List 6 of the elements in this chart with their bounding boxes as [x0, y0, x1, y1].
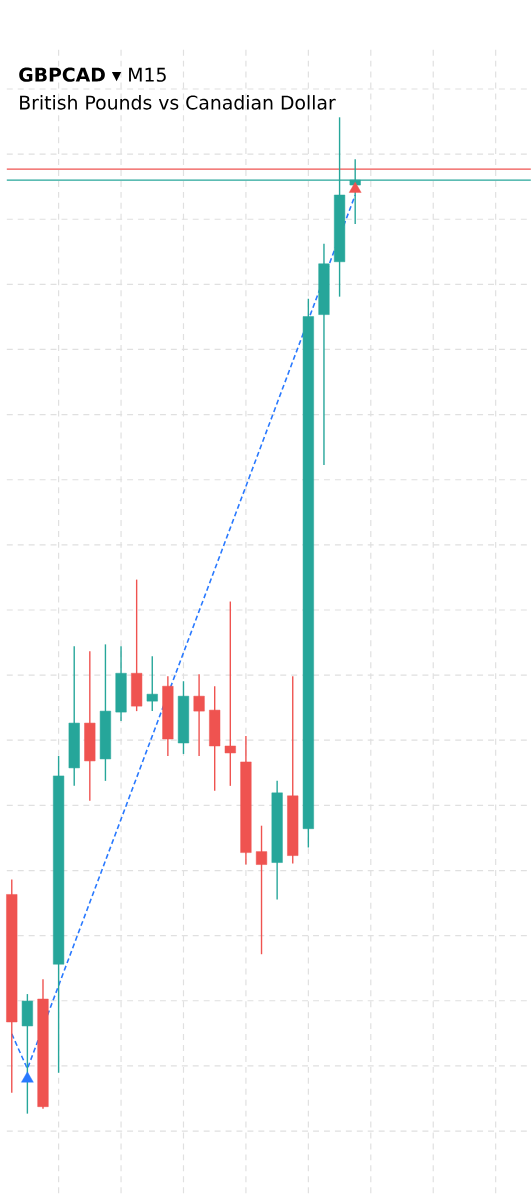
candlestick: [146, 655, 158, 712]
chart-subtitle: British Pounds vs Canadian Dollar: [19, 95, 336, 110]
candlestick: [224, 600, 236, 787]
candlestick: [255, 825, 267, 955]
candlestick: [193, 673, 205, 757]
chart-title: GBPCAD ▾ M15: [18, 67, 166, 82]
